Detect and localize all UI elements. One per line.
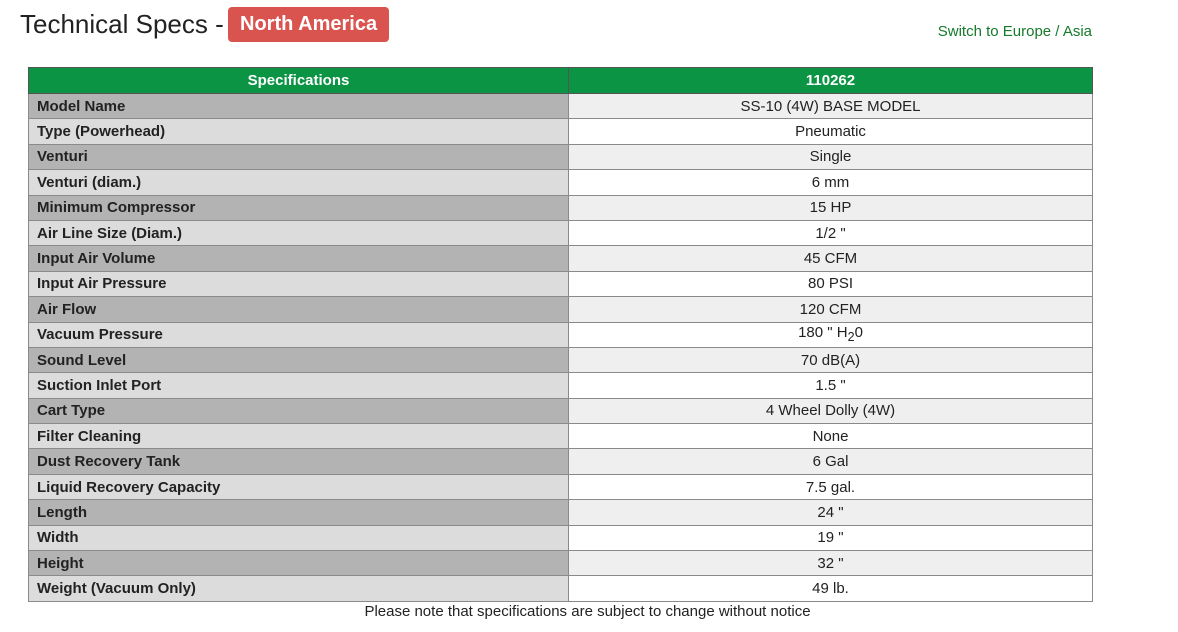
spec-value: 6 Gal (568, 448, 1093, 475)
spec-label: Model Name (28, 92, 569, 120)
spec-label: Vacuum Pressure (28, 321, 569, 348)
spec-label: Input Air Pressure (28, 270, 569, 298)
spec-value-subscript: 2 (847, 330, 855, 345)
spec-label: Air Flow (28, 296, 569, 323)
spec-label: Filter Cleaning (28, 423, 569, 450)
table-row: Air Flow 120 CFM (28, 296, 1093, 323)
table-row: Cart Type 4 Wheel Dolly (4W) (28, 397, 1093, 425)
table-row: Suction Inlet Port 1.5 " (28, 372, 1093, 399)
table-row: Filter Cleaning None (28, 423, 1093, 450)
spec-value-text: 180 " H (798, 324, 848, 342)
spec-value: 180 " H20 (568, 321, 1093, 348)
spec-label: Dust Recovery Tank (28, 448, 569, 475)
spec-label: Minimum Compressor (28, 194, 569, 221)
specs-table: Specifications 110262 Model Name SS-10 (4… (28, 67, 1093, 602)
spec-value: Single (568, 143, 1093, 171)
table-row: Air Line Size (Diam.) 1/2 " (28, 219, 1093, 247)
spec-value: None (568, 423, 1093, 450)
model-number-header: 110262 (568, 67, 1093, 94)
region-badge: North America (228, 7, 390, 42)
table-row: Dust Recovery Tank 6 Gal (28, 448, 1093, 475)
table-row: Length 24 " (28, 499, 1093, 526)
footnote: Please note that specifications are subj… (28, 603, 1178, 620)
spec-value: 15 HP (568, 194, 1093, 221)
spec-label: Air Line Size (Diam.) (28, 219, 569, 247)
table-row: Minimum Compressor 15 HP (28, 194, 1093, 221)
spec-label: Venturi (diam.) (28, 169, 569, 196)
table-header-row: Specifications 110262 (28, 67, 1093, 94)
spec-value: Pneumatic (568, 118, 1093, 145)
table-row: Input Air Volume 45 CFM (28, 245, 1093, 272)
specifications-header: Specifications (28, 67, 569, 94)
table-row: Venturi Single (28, 143, 1093, 171)
spec-label: Venturi (28, 143, 569, 171)
spec-label: Weight (Vacuum Only) (28, 575, 569, 602)
spec-value: 32 " (568, 550, 1093, 577)
spec-value: 45 CFM (568, 245, 1093, 272)
spec-label: Liquid Recovery Capacity (28, 473, 569, 501)
table-row: Type (Powerhead) Pneumatic (28, 118, 1093, 145)
spec-value: 6 mm (568, 169, 1093, 196)
spec-value: 70 dB(A) (568, 346, 1093, 374)
table-row: Input Air Pressure 80 PSI (28, 270, 1093, 298)
table-row: Vacuum Pressure 180 " H20 (28, 321, 1093, 348)
spec-label: Suction Inlet Port (28, 372, 569, 399)
table-row: Sound Level 70 dB(A) (28, 346, 1093, 374)
spec-value: 49 lb. (568, 575, 1093, 602)
spec-label: Type (Powerhead) (28, 118, 569, 145)
spec-label: Length (28, 499, 569, 526)
table-row: Width 19 " (28, 524, 1093, 552)
switch-region-link[interactable]: Switch to Europe / Asia (937, 23, 1092, 40)
spec-label: Cart Type (28, 397, 569, 425)
spec-value: 4 Wheel Dolly (4W) (568, 397, 1093, 425)
spec-value-suffix: 0 (854, 324, 863, 342)
table-row: Model Name SS-10 (4W) BASE MODEL (28, 92, 1093, 120)
table-row: Weight (Vacuum Only) 49 lb. (28, 575, 1093, 602)
spec-value: 1.5 " (568, 372, 1093, 399)
table-row: Liquid Recovery Capacity 7.5 gal. (28, 473, 1093, 501)
spec-label: Sound Level (28, 346, 569, 374)
spec-value: 19 " (568, 524, 1093, 552)
footnote-text: Please note that specifications are subj… (364, 603, 811, 620)
table-row: Height 32 " (28, 550, 1093, 577)
table-row: Venturi (diam.) 6 mm (28, 169, 1093, 196)
page-title: Technical Specs - (20, 9, 224, 39)
spec-label: Input Air Volume (28, 245, 569, 272)
spec-value: 120 CFM (568, 296, 1093, 323)
spec-value: SS-10 (4W) BASE MODEL (568, 92, 1093, 120)
specs-table-body: Model Name SS-10 (4W) BASE MODEL Type (Pow… (28, 92, 1093, 602)
spec-value: 7.5 gal. (568, 473, 1093, 501)
spec-value: 24 " (568, 499, 1093, 526)
spec-value: 80 PSI (568, 270, 1093, 298)
spec-label: Height (28, 550, 569, 577)
spec-label: Width (28, 524, 569, 552)
spec-value: 1/2 " (568, 219, 1093, 247)
